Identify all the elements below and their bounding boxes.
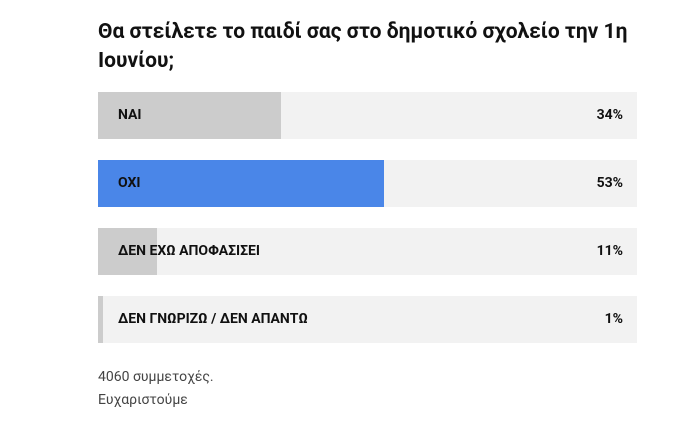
bar bbox=[98, 92, 282, 139]
poll-title: Θα στείλετε το παιδί σας στο δημοτικό σχ… bbox=[98, 20, 628, 73]
option-label: ΔΕΝ ΕΧΩ ΑΠΟΦΑΣΙΣΕΙ bbox=[118, 243, 261, 259]
footer-line: 4060 συμμετοχές. bbox=[98, 369, 214, 385]
value-label: 53% bbox=[596, 175, 623, 191]
footer-line: Ευχαριστούμε bbox=[98, 392, 188, 408]
option-label: ΟΧΙ bbox=[118, 175, 141, 191]
bar bbox=[98, 296, 104, 343]
poll-option: ΝΑΙ 34% bbox=[98, 92, 637, 139]
poll-option: ΔΕΝ ΓΝΩΡΙΖΩ / ΔΕΝ ΑΠΑΝΤΩ 1% bbox=[98, 296, 637, 343]
bar bbox=[98, 160, 384, 207]
poll-option: ΟΧΙ 53% bbox=[98, 160, 637, 207]
value-label: 11% bbox=[596, 243, 623, 259]
option-label: ΔΕΝ ΓΝΩΡΙΖΩ / ΔΕΝ ΑΠΑΝΤΩ bbox=[118, 311, 308, 327]
poll-option: ΔΕΝ ΕΧΩ ΑΠΟΦΑΣΙΣΕΙ 11% bbox=[98, 228, 637, 275]
value-label: 34% bbox=[596, 107, 623, 123]
value-label: 1% bbox=[604, 311, 623, 327]
poll-footer: 4060 συμμετοχές. Ευχαριστούμε bbox=[98, 366, 214, 412]
bar bbox=[98, 228, 158, 275]
option-label: ΝΑΙ bbox=[118, 107, 142, 123]
